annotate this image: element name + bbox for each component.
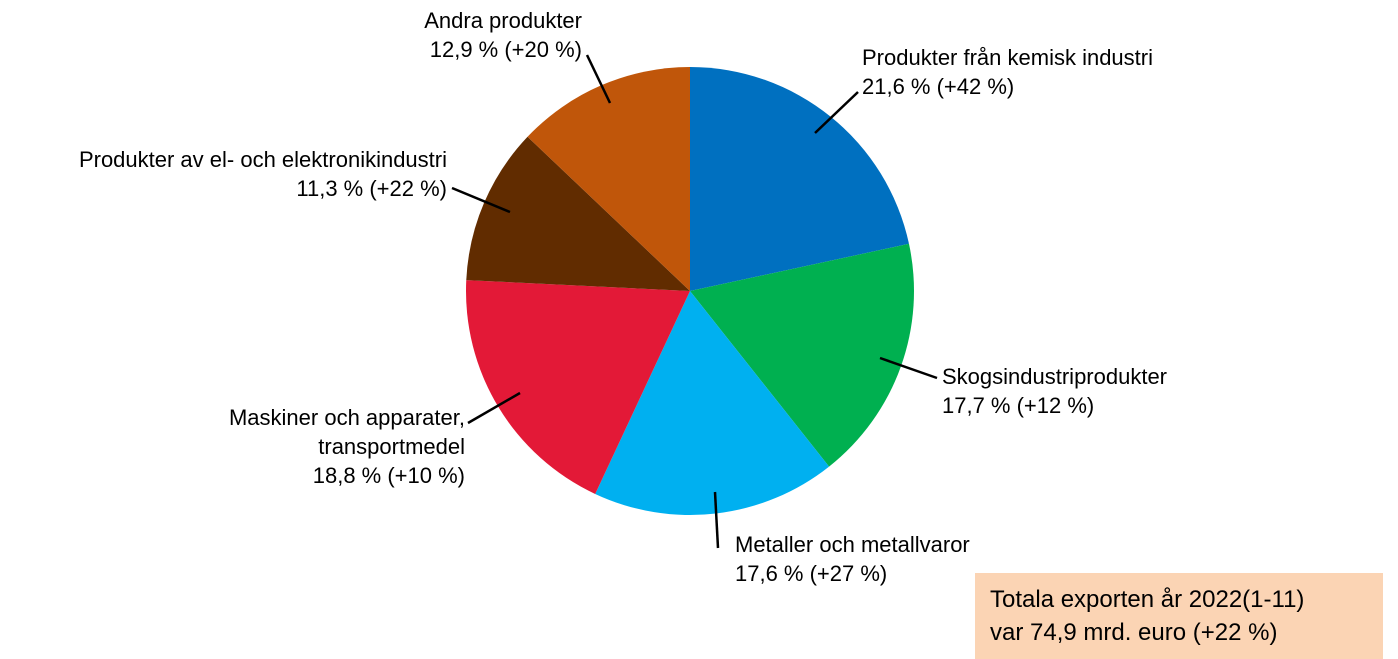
category-label: Produkter av el- och elektronikindustri	[78, 147, 447, 172]
pie-slice	[466, 280, 690, 494]
leader-line	[713, 491, 720, 549]
note-line: var 74,9 mrd. euro (+22 %)	[990, 619, 1278, 646]
note-line: Totala exporten år 2022(1-11)	[990, 586, 1305, 613]
category-label: Skogsindustriprodukter	[942, 364, 1168, 389]
value-label: 17,7 % (+12 %)	[942, 393, 1095, 418]
total-note: Totala exporten år 2022(1-11) var 74,9 m…	[975, 573, 1383, 659]
value-label: 11,3 % (+22 %)	[296, 176, 447, 201]
slice-label: Produkter från kemisk industri 21,6 % (+4…	[862, 43, 1153, 101]
leader-line	[879, 356, 938, 380]
leader-line	[585, 54, 612, 104]
category-label: Produkter från kemisk industri	[862, 45, 1153, 70]
slice-label: Metaller och metallvaror 17,6 % (+27 %)	[735, 530, 970, 588]
value-label: 18,8 % (+10 %)	[312, 463, 465, 488]
value-label: 12,9 % (+20 %)	[429, 37, 582, 62]
pie-slice	[466, 136, 690, 291]
category-label: Andra produkter	[424, 8, 582, 33]
leader-line	[451, 186, 511, 214]
value-label: 17,6 % (+27 %)	[735, 561, 888, 586]
pie-slice	[690, 243, 915, 467]
slice-label: Skogsindustriprodukter 17,7 % (+12 %)	[942, 362, 1167, 420]
slice-label: Andra produkter 12,9 % (+20 %)	[424, 6, 582, 64]
value-label: 21,6 % (+42 %)	[862, 74, 1015, 99]
pie-slice	[690, 67, 909, 291]
pie-slice	[527, 67, 690, 291]
category-label: Metaller och metallvaror	[735, 532, 970, 557]
slice-label: Produkter av el- och elektronikindustri 1…	[79, 145, 447, 203]
pie-slice	[595, 291, 830, 515]
slice-label: Maskiner och apparater, transportmedel 18…	[165, 403, 465, 490]
leader-line	[814, 91, 859, 134]
category-label: Maskiner och apparater, transportmedel	[228, 405, 465, 459]
leader-line	[467, 391, 521, 425]
